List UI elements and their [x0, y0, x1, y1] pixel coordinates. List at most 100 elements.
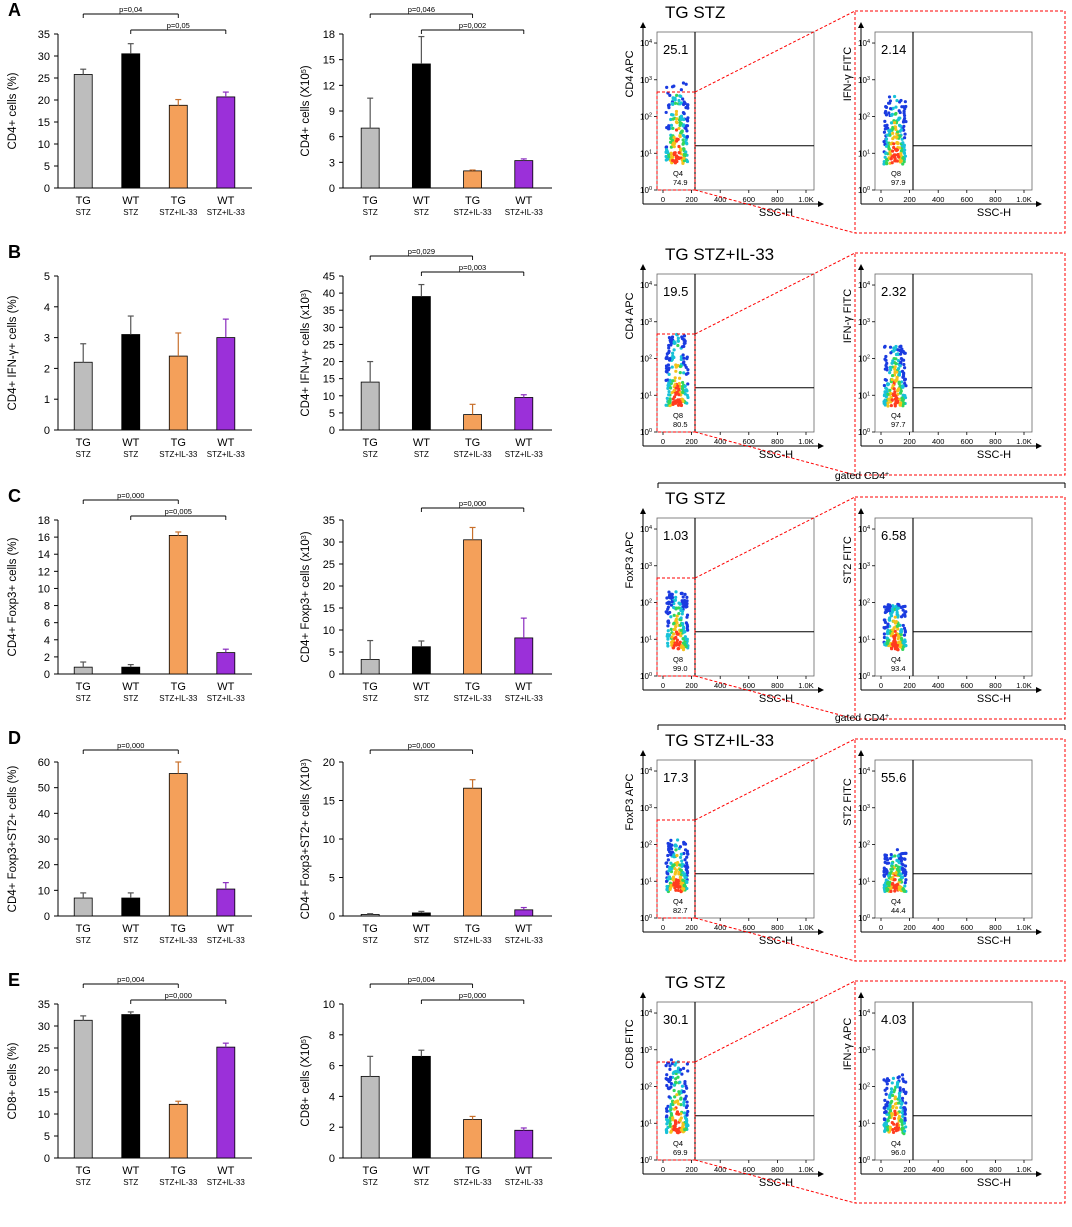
flow-x-tick-label: 800	[989, 195, 1002, 204]
event-dot	[682, 883, 686, 888]
event-dot	[669, 838, 673, 842]
bar-wt-stz-il-33	[514, 1129, 534, 1159]
event-dot	[670, 351, 675, 355]
flow-y-tick-label: 100	[640, 914, 652, 923]
y-axis-label-exponent: 3	[301, 535, 308, 539]
flow-y-tick-label: 102	[640, 841, 652, 850]
event-dot	[893, 1109, 897, 1113]
gated-label: gated CD4+	[835, 470, 889, 482]
bar-wt-stz	[121, 334, 141, 431]
flow-x-tick-label: 1.0K	[1016, 923, 1031, 932]
group-label-bottom: STZ	[363, 936, 378, 945]
event-dot	[672, 613, 676, 617]
event-dot	[902, 160, 906, 164]
flow-x-tick-label: 600	[961, 923, 974, 932]
event-dot	[668, 338, 672, 342]
group-label-bottom: STZ+IL-33	[207, 1178, 246, 1187]
quadrant-name: Q8	[673, 411, 683, 420]
y-axis-label-main: CD8+ cells (%)	[7, 1042, 19, 1119]
event-dot	[682, 334, 687, 338]
y-tick-label: 10	[38, 583, 50, 595]
event-dot	[679, 852, 683, 856]
y-axis-label-exponent: 5	[301, 1039, 308, 1043]
event-dot	[667, 343, 671, 348]
event-dot	[685, 613, 690, 617]
event-dot	[677, 98, 681, 103]
event-dot	[686, 119, 690, 123]
y-tick-label: 15	[323, 374, 335, 386]
event-dot	[671, 126, 675, 130]
y-tick-label: 12	[38, 566, 50, 578]
event-dot	[888, 1095, 892, 1100]
event-dot	[672, 348, 676, 352]
event-dot	[903, 136, 907, 140]
gate-connector	[694, 189, 856, 234]
event-dot	[686, 368, 690, 372]
event-dot	[901, 1114, 905, 1118]
event-dot	[685, 871, 690, 875]
event-dot	[896, 627, 900, 631]
event-dot	[681, 878, 685, 882]
event-dot	[679, 88, 683, 92]
y-tick-label: 18	[38, 515, 50, 527]
flow-plot-A-1: 100 101 102 103 104 0 200 400 600 800 1.0K SSC-H CD4…	[624, 22, 824, 219]
y-tick-label: 10	[323, 834, 335, 846]
event-dot	[898, 364, 902, 368]
bar-tg-stz-il-33	[168, 1103, 188, 1159]
event-dot	[886, 639, 890, 643]
event-dot	[884, 109, 888, 114]
event-dot	[891, 149, 895, 153]
event-dot	[903, 630, 908, 634]
y-tick-label: 0	[44, 1153, 50, 1165]
group-label-top: WT	[413, 437, 430, 449]
event-dot	[670, 600, 674, 604]
event-dot	[685, 1086, 689, 1090]
event-dot	[896, 641, 901, 645]
event-dot	[901, 375, 905, 379]
event-dot	[681, 361, 686, 365]
flow-y-axis-label: CD8 FITC	[624, 1019, 636, 1069]
y-tick-label: 10	[38, 1109, 50, 1121]
y-axis-label-tail: )	[300, 65, 312, 69]
y-tick-label: 25	[323, 559, 335, 571]
event-dot	[885, 1104, 889, 1108]
event-dot	[895, 624, 900, 628]
event-dot	[685, 1062, 689, 1066]
event-dot	[882, 632, 886, 636]
flow-x-tick-label: 0	[661, 437, 665, 446]
event-dot	[680, 612, 684, 616]
flow-x-tick-label: 0	[879, 437, 883, 446]
event-dot	[673, 872, 677, 876]
event-dot	[671, 113, 675, 117]
y-tick-label: 25	[323, 339, 335, 351]
event-dot	[678, 123, 682, 127]
cell-population	[664, 81, 690, 165]
flow-title: TG STZ	[665, 489, 725, 508]
event-dot	[900, 1096, 905, 1100]
event-dot	[672, 621, 676, 625]
event-dot	[665, 157, 670, 161]
event-dot	[677, 642, 681, 647]
event-dot	[897, 373, 902, 377]
flow-y-tick-label: 104	[858, 525, 870, 534]
event-dot	[678, 371, 682, 375]
group-label-top: TG	[363, 437, 378, 449]
event-dot	[672, 145, 676, 149]
quadrant-name: Q4	[673, 897, 683, 906]
event-dot	[901, 141, 905, 145]
panel-letter-A: A	[8, 0, 21, 20]
event-dot	[676, 343, 680, 348]
flow-plot-frame	[874, 1001, 1033, 1161]
event-dot	[680, 129, 684, 133]
event-dot	[888, 856, 893, 861]
event-dot	[681, 138, 685, 142]
cell-population	[664, 838, 690, 894]
flow-x-tick-label: 400	[932, 195, 945, 204]
arrow-up-icon	[640, 264, 646, 270]
arrow-right-icon	[818, 443, 824, 449]
event-dot	[901, 162, 905, 166]
flow-y-axis-label: CD4 APC	[624, 50, 636, 97]
event-dot	[674, 848, 678, 852]
event-dot	[901, 623, 905, 628]
